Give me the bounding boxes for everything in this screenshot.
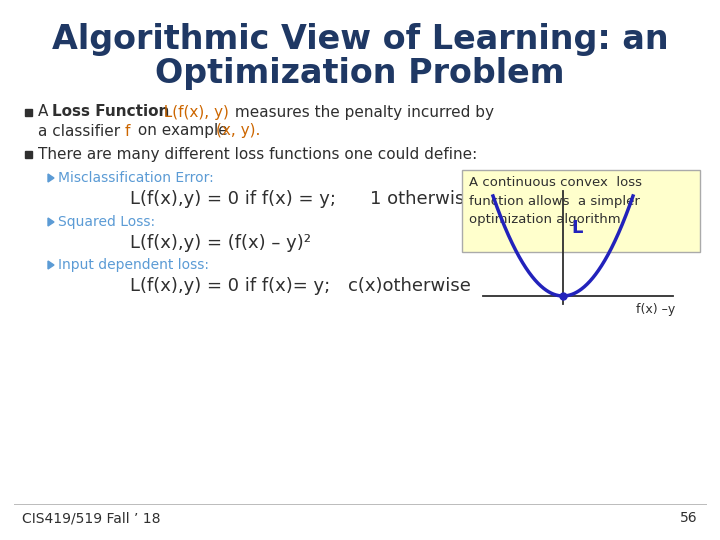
FancyBboxPatch shape <box>462 170 700 252</box>
Text: There are many different loss functions one could define:: There are many different loss functions … <box>38 146 477 161</box>
Text: Squared Loss:: Squared Loss: <box>58 215 155 229</box>
Text: L(f(x), y): L(f(x), y) <box>154 105 229 119</box>
Text: Loss Function: Loss Function <box>52 105 169 119</box>
Polygon shape <box>25 109 32 116</box>
Text: f: f <box>125 124 130 138</box>
Text: L(f(x),y) = 0 if f(x)= y;: L(f(x),y) = 0 if f(x)= y; <box>130 277 330 295</box>
Text: Input dependent loss:: Input dependent loss: <box>58 258 209 272</box>
Polygon shape <box>25 151 32 158</box>
Text: A continuous convex  loss
function allows  a simpler
optimization algorithm.: A continuous convex loss function allows… <box>469 176 642 226</box>
Text: f(x) –y: f(x) –y <box>636 302 675 315</box>
Text: (x, y).: (x, y). <box>216 124 261 138</box>
Text: 56: 56 <box>680 511 698 525</box>
Text: Misclassification Error:: Misclassification Error: <box>58 171 214 185</box>
Polygon shape <box>48 174 54 182</box>
Text: on example: on example <box>133 124 233 138</box>
Text: 1 otherwise: 1 otherwise <box>370 190 475 208</box>
Text: c(x)otherwise: c(x)otherwise <box>348 277 471 295</box>
Text: CIS419/519 Fall ’ 18: CIS419/519 Fall ’ 18 <box>22 511 161 525</box>
Text: Optimization Problem: Optimization Problem <box>156 57 564 91</box>
Text: L: L <box>571 219 582 237</box>
Text: a classifier: a classifier <box>38 124 125 138</box>
Text: L(f(x),y) = (f(x) – y)²: L(f(x),y) = (f(x) – y)² <box>130 234 311 252</box>
Polygon shape <box>48 261 54 269</box>
Text: L(f(x),y) = 0 if f(x) = y;: L(f(x),y) = 0 if f(x) = y; <box>130 190 336 208</box>
Text: Algorithmic View of Learning: an: Algorithmic View of Learning: an <box>52 24 668 57</box>
Text: measures the penalty incurred by: measures the penalty incurred by <box>230 105 494 119</box>
Text: A: A <box>38 105 58 119</box>
Polygon shape <box>48 218 54 226</box>
